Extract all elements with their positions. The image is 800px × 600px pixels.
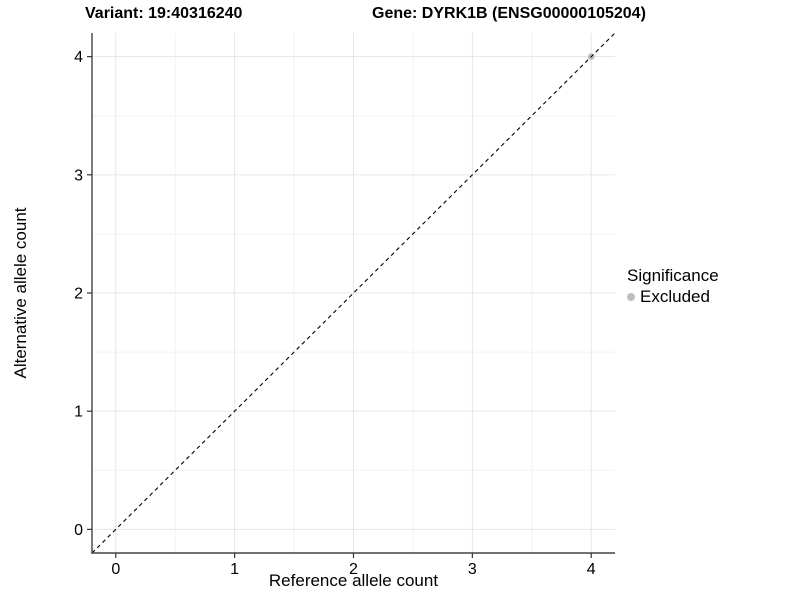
legend-title: Significance <box>627 266 719 285</box>
y-axis-tick-label: 3 <box>74 167 83 184</box>
y-axis-tick-label: 2 <box>74 286 83 303</box>
legend-item: Excluded <box>627 287 719 307</box>
y-axis-title: Alternative allele count <box>11 207 30 379</box>
y-axis-tick-label: 1 <box>74 404 83 421</box>
y-axis-tick-label: 4 <box>74 49 83 66</box>
legend-point-swatch <box>627 293 635 301</box>
x-axis-tick-label: 0 <box>111 561 120 578</box>
x-axis-tick-label: 1 <box>230 561 239 578</box>
x-axis-tick-label: 3 <box>468 561 477 578</box>
gene-title: Gene: DYRK1B (ENSG00000105204) <box>372 5 646 22</box>
variant-title: Variant: 19:40316240 <box>85 5 243 22</box>
legend-item-label: Excluded <box>640 287 710 306</box>
y-axis-tick-label: 0 <box>74 522 83 539</box>
x-axis-tick-label: 4 <box>587 561 596 578</box>
x-axis-tick-label: 2 <box>349 561 358 578</box>
identity-line <box>91 32 616 554</box>
legend: Significance Excluded <box>627 266 719 307</box>
x-axis-title: Reference allele count <box>268 571 439 590</box>
